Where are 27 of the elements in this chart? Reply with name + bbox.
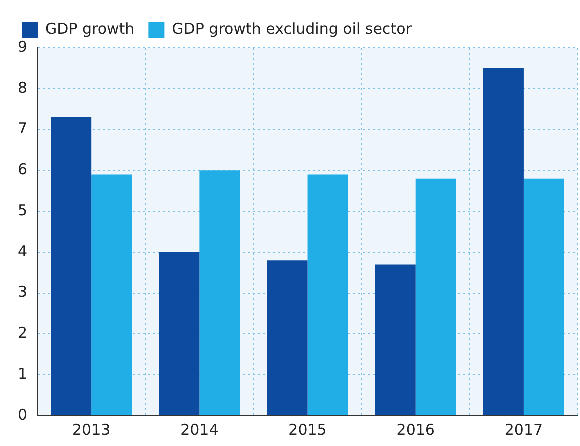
legend-label: GDP growth [46,20,135,38]
bar [267,260,308,416]
legend-label: GDP growth excluding oil sector [172,20,413,38]
bar [92,174,132,416]
y-tick-label: 5 [18,201,28,220]
y-tick-label: 7 [18,120,28,138]
bar [375,264,416,416]
bar [308,174,348,416]
bar [200,170,240,416]
y-tick-label: 6 [18,160,28,179]
bar [416,178,456,416]
x-tick-label: 2014 [180,420,219,439]
bar [483,68,524,416]
x-tick-label: 2015 [288,420,327,439]
y-tick-label: 1 [18,365,28,383]
y-tick-label: 3 [18,283,28,302]
bar [524,178,564,416]
x-tick-label: 2013 [72,420,111,439]
x-tick-label: 2016 [396,420,435,439]
y-tick-label: 8 [18,78,28,97]
y-tick-label: 2 [18,324,28,342]
y-tick-label: 4 [18,242,28,260]
y-tick-label: 9 [18,38,28,56]
bar [159,252,200,416]
x-tick-label: 2017 [504,420,544,439]
bar [51,118,92,416]
y-tick-label: 0 [18,406,28,424]
